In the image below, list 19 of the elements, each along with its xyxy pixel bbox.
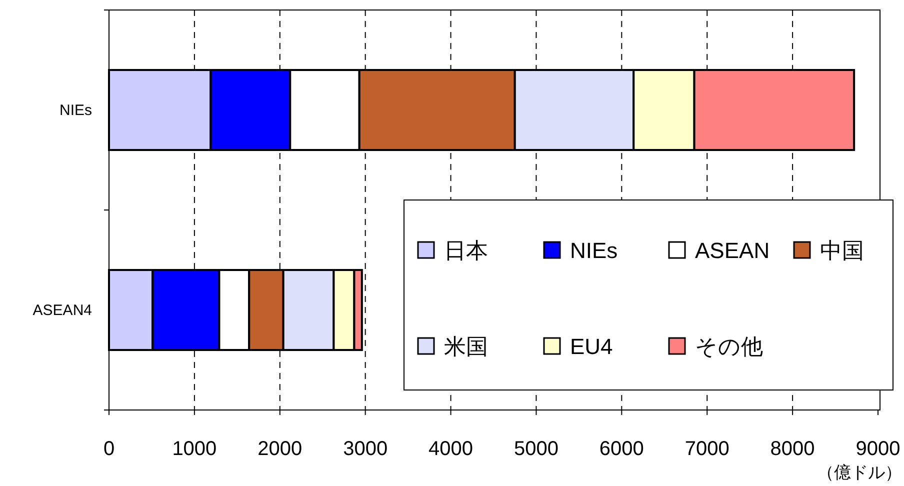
x-tick-label: 5000 bbox=[514, 438, 558, 460]
x-tick-label: 4000 bbox=[428, 438, 474, 460]
x-tick-label: 2000 bbox=[258, 438, 302, 460]
x-tick-label: 3000 bbox=[343, 438, 388, 460]
legend-label: 日本 bbox=[444, 238, 488, 263]
x-tick-label: 6000 bbox=[599, 438, 644, 460]
legend-label: ASEAN bbox=[695, 238, 770, 263]
y-tick-label: ASEAN4 bbox=[32, 302, 92, 319]
legend-label: 米国 bbox=[444, 334, 488, 359]
legend-label: NIEs bbox=[570, 238, 618, 263]
x-axis-title: （億ドル） bbox=[817, 463, 902, 482]
x-tick-label: 7000 bbox=[684, 438, 730, 460]
x-tick-label: 8000 bbox=[770, 438, 815, 460]
legend-label: 中国 bbox=[820, 238, 864, 263]
x-tick-label: 0 bbox=[103, 438, 115, 460]
x-tick-label: 9000 bbox=[856, 438, 900, 460]
legend-label: その他 bbox=[695, 334, 763, 359]
x-tick-label: 1000 bbox=[172, 438, 217, 460]
legend-label: EU4 bbox=[570, 334, 613, 359]
